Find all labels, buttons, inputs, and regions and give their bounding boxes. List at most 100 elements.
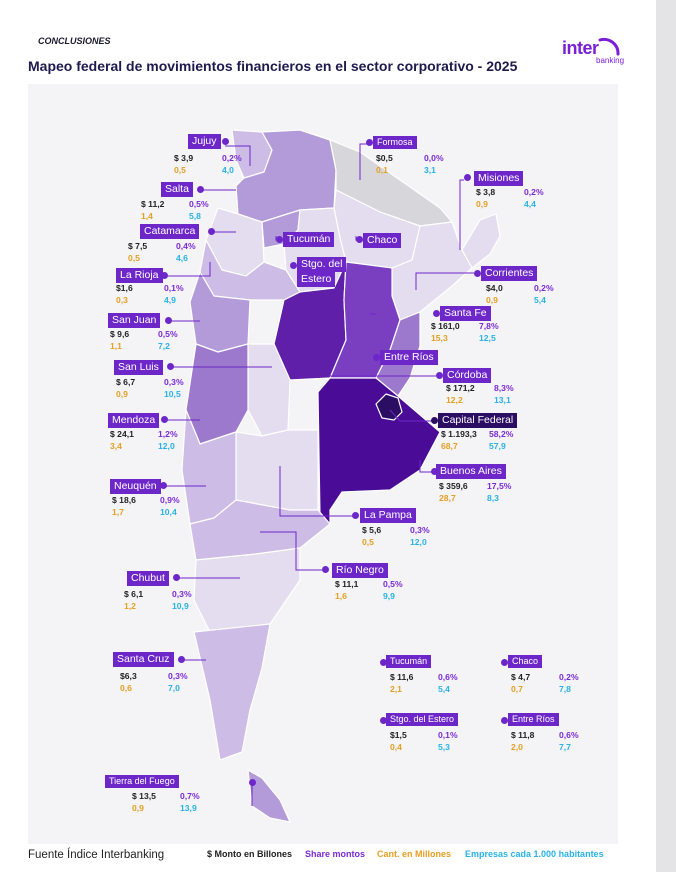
cant-value: 0,3 — [116, 295, 128, 305]
label-dot-lapampa — [352, 512, 359, 519]
province-stats-chubut: $ 6,1 0,3% 1,2 10,9 — [124, 588, 192, 612]
province-stats-capital: $ 1.193,3 58,2% 68,7 57,9 — [441, 428, 513, 452]
cant-value: 28,7 — [439, 493, 456, 503]
logo-subword: banking — [596, 56, 625, 65]
province-label-chubut: Chubut — [127, 571, 169, 586]
province-santacruz — [193, 623, 271, 761]
cant-value: 1,7 — [112, 507, 124, 517]
province-label-sanjuan: San Juan — [108, 313, 161, 328]
share-value: 0,1% — [164, 283, 184, 293]
label-dot-chaco — [501, 659, 508, 666]
share-value: 0,2% — [559, 672, 579, 682]
empresas-value: 3,1 — [424, 165, 436, 175]
empresas-value: 12,5 — [479, 333, 496, 343]
share-value: 0,2% — [534, 283, 554, 293]
label-dot-formosa — [366, 139, 373, 146]
monto-value: $ 24,1 — [110, 429, 134, 439]
province-stats-corrientes: $4,0 0,2% 0,9 5,4 — [486, 282, 554, 306]
label-dot-cordoba — [436, 372, 443, 379]
share-value: 0,3% — [410, 525, 430, 535]
empresas-value: 12,0 — [158, 441, 175, 451]
cant-value: 0,4 — [390, 742, 402, 752]
province-label-chaco: Chaco — [508, 655, 543, 668]
share-value: 17,5% — [487, 481, 512, 491]
province-tierradelfuego — [247, 769, 291, 823]
share-value: 0,6% — [559, 730, 579, 740]
label-dot-santiago — [380, 717, 387, 724]
empresas-value: 7,7 — [559, 742, 571, 752]
empresas-value: 13,1 — [494, 395, 511, 405]
label-dot-tucuman — [380, 659, 387, 666]
share-value: 0,3% — [172, 589, 192, 599]
monto-value: $ 359,6 — [439, 481, 468, 491]
monto-value: $1,6 — [116, 283, 133, 293]
label-dot-mendoza — [161, 416, 168, 423]
province-stats-tucuman: $ 11,6 0,6% 2,1 5,4 — [390, 671, 458, 695]
province-label-mendoza: Mendoza — [108, 413, 160, 428]
empresas-value: 5,4 — [534, 295, 546, 305]
province-label-neuquen: Neuquén — [110, 479, 161, 494]
monto-value: $ 3,9 — [174, 153, 194, 163]
monto-value: $ 11,1 — [335, 579, 359, 589]
legend-cant: Cant. en Millones — [377, 849, 452, 859]
label-dot-jujuy — [222, 138, 229, 145]
empresas-value: 7,0 — [168, 683, 180, 693]
province-stats-catamarca: $ 7,5 0,4% 0,5 4,6 — [128, 240, 196, 264]
province-mendoza — [185, 343, 249, 445]
monto-value: $ 171,2 — [446, 383, 475, 393]
empresas-value: 5,3 — [438, 742, 450, 752]
label-dot-capital — [431, 417, 438, 424]
cant-value: 2,1 — [390, 684, 402, 694]
page-title: Mapeo federal de movimientos financieros… — [28, 58, 518, 74]
share-value: 8,3% — [494, 383, 514, 393]
monto-value: $ 11,8 — [511, 730, 535, 740]
empresas-value: 10,5 — [164, 389, 181, 399]
empresas-value: 4,0 — [222, 165, 234, 175]
label-dot-chubut — [173, 574, 180, 581]
map-label-santiago-dot — [290, 262, 297, 269]
interbanking-logo: inter banking — [560, 36, 630, 70]
province-label-tierradelfuego: Tierra del Fuego — [105, 775, 179, 788]
empresas-value: 7,2 — [158, 341, 170, 351]
cant-value: 0,9 — [132, 803, 144, 813]
monto-value: $ 13,5 — [132, 791, 156, 801]
label-dot-buenosaires — [431, 468, 438, 475]
monto-value: $ 161,0 — [431, 321, 460, 331]
province-stats-chaco: $ 4,7 0,2% 0,7 7,8 — [511, 671, 579, 695]
logo-arc-icon — [598, 37, 620, 56]
share-value: 7,8% — [479, 321, 499, 331]
monto-value: $ 11,6 — [390, 672, 414, 682]
monto-value: $ 7,5 — [128, 241, 148, 251]
share-value: 0,1% — [438, 730, 458, 740]
cant-value: 0,5 — [362, 537, 374, 547]
province-label-larioja: La Rioja — [116, 268, 163, 283]
province-stats-formosa: $0,5 0,0% 0,1 3,1 — [376, 152, 444, 176]
label-dot-corrientes — [474, 270, 481, 277]
map-label-tucuman-dot — [276, 236, 283, 243]
map-label-santiago-line2: Estero — [297, 272, 336, 287]
province-stats-salta: $ 11,2 0,5% 1,4 5,8 — [141, 198, 209, 222]
cant-value: 1,6 — [335, 591, 347, 601]
cant-value: 15,3 — [431, 333, 448, 343]
province-label-santafe: Santa Fe — [440, 306, 491, 321]
monto-value: $1,5 — [390, 730, 407, 740]
empresas-value: 7,8 — [559, 684, 571, 694]
province-label-sanluis: San Luis — [114, 360, 163, 375]
legend-empresas: Empresas cada 1.000 habitantes — [465, 849, 604, 859]
monto-value: $6,3 — [120, 671, 137, 681]
monto-value: $ 6,7 — [116, 377, 136, 387]
label-dot-santacruz — [178, 656, 185, 663]
province-stats-buenosaires: $ 359,6 17,5% 28,7 8,3 — [439, 480, 511, 504]
cant-value: 0,9 — [476, 199, 488, 209]
cant-value: 0,6 — [120, 683, 132, 693]
province-stats-rionegro: $ 11,1 0,5% 1,6 9,9 — [335, 578, 403, 602]
province-label-catamarca: Catamarca — [140, 224, 200, 239]
province-label-rionegro: Río Negro — [332, 563, 388, 578]
cant-value: 1,2 — [124, 601, 136, 611]
map-label-tucuman: Tucumán — [283, 232, 335, 247]
province-stats-jujuy: $ 3,9 0,2% 0,5 4,0 — [174, 152, 242, 176]
empresas-value: 57,9 — [489, 441, 506, 451]
empresas-value: 4,6 — [176, 253, 188, 263]
label-dot-neuquen — [160, 482, 167, 489]
